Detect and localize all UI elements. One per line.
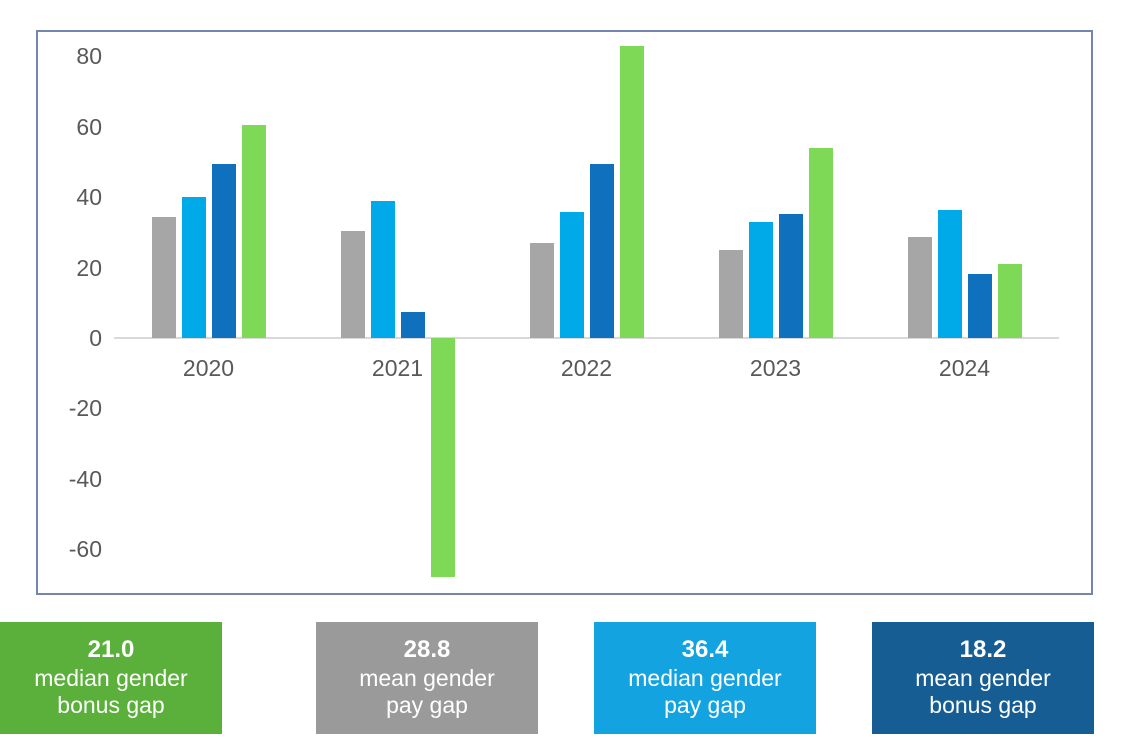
bar-mean-gender-bonus-gap-2021 (400, 311, 425, 338)
legend-card-median-gender-pay-gap: 36.4 median gender pay gap (594, 622, 816, 734)
legend-value: 21.0 (87, 636, 135, 663)
bar-chart-plot-area: 80 60 40 20 0 -20 -40 -60 2020 2021 2022 2023 2024 (38, 32, 1091, 593)
legend-value: 36.4 (681, 636, 729, 663)
x-axis-line (114, 337, 1059, 339)
chart-frame: 80 60 40 20 0 -20 -40 -60 2020 2021 2022 2023 2024 (36, 30, 1093, 595)
legend-label-line: mean gender (915, 665, 1051, 691)
bar-median-gender-bonus-gap-2020 (241, 125, 266, 338)
y-axis-tick-label: 40 (76, 184, 102, 211)
y-axis-tick-label: -60 (68, 536, 102, 563)
bar-mean-gender-bonus-gap-2022 (589, 163, 614, 338)
legend-card-median-gender-bonus-gap: 21.0 median gender bonus gap (0, 622, 222, 734)
x-axis-tick-label: 2023 (749, 355, 802, 381)
bar-median-gender-bonus-gap-2023 (808, 147, 833, 338)
legend-card-mean-gender-bonus-gap: 18.2 mean gender bonus gap (872, 622, 1094, 734)
x-axis-tick-label: 2021 (371, 355, 424, 381)
bar-mean-gender-pay-gap-2020 (151, 216, 176, 338)
bar-median-gender-pay-gap-2021 (370, 201, 395, 338)
y-axis-tick-label: 60 (76, 113, 102, 140)
legend-label-line: mean gender (359, 665, 495, 691)
y-axis-tick-label: 20 (76, 254, 102, 281)
x-axis-tick-label: 2022 (560, 355, 613, 381)
bar-mean-gender-bonus-gap-2020 (211, 163, 236, 338)
y-axis-tick-label: -40 (68, 465, 102, 492)
y-axis-tick-label: 0 (89, 325, 102, 351)
y-axis-tick-label: -20 (68, 395, 102, 422)
bar-mean-gender-bonus-gap-2024 (967, 273, 992, 338)
bar-median-gender-bonus-gap-2024 (997, 264, 1022, 338)
legend-value: 18.2 (959, 636, 1007, 663)
legend-value: 28.8 (403, 636, 451, 663)
legend-label-line: bonus gap (929, 692, 1037, 718)
bar-median-gender-bonus-gap-2021 (430, 338, 455, 578)
bar-median-gender-pay-gap-2023 (748, 221, 773, 338)
bar-mean-gender-pay-gap-2024 (907, 236, 932, 338)
legend-card-mean-gender-pay-gap: 28.8 mean gender pay gap (316, 622, 538, 734)
bar-mean-gender-pay-gap-2023 (718, 250, 743, 338)
bar-mean-gender-pay-gap-2022 (529, 242, 554, 338)
y-axis-tick-label: 80 (76, 43, 102, 70)
x-axis-tick-label: 2020 (182, 355, 235, 381)
legend-label-line: median gender (34, 665, 188, 691)
x-axis-tick-label: 2024 (938, 355, 991, 381)
legend-label-line: median gender (628, 665, 782, 691)
legend-label-line: pay gap (664, 692, 746, 718)
bar-median-gender-pay-gap-2022 (559, 212, 584, 338)
bar-median-gender-pay-gap-2020 (181, 197, 206, 338)
bar-mean-gender-bonus-gap-2023 (778, 213, 803, 338)
legend-label-line: pay gap (386, 692, 468, 718)
bar-median-gender-bonus-gap-2022 (619, 45, 644, 338)
legend-label-line: bonus gap (57, 692, 165, 718)
bar-mean-gender-pay-gap-2021 (340, 230, 365, 338)
bar-median-gender-pay-gap-2024 (937, 209, 962, 338)
